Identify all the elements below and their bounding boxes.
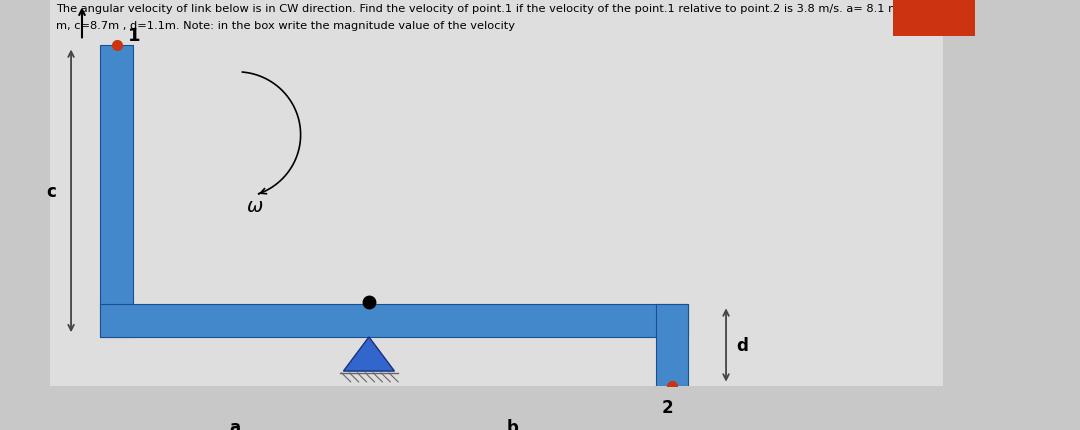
Text: m, c=8.7m , d=1.1m. Note: in the box write the magnitude value of the velocity: m, c=8.7m , d=1.1m. Note: in the box wri… (56, 21, 515, 31)
FancyBboxPatch shape (100, 46, 133, 337)
Text: The angular velocity of link below is in CW direction. Find the velocity of poin: The angular velocity of link below is in… (56, 3, 942, 14)
Text: c: c (46, 182, 56, 200)
Text: $\omega$: $\omega$ (246, 197, 264, 215)
Polygon shape (343, 337, 394, 371)
Text: b: b (507, 418, 518, 430)
FancyBboxPatch shape (656, 304, 688, 387)
Text: a: a (229, 418, 240, 430)
Text: d: d (737, 336, 748, 354)
FancyBboxPatch shape (50, 0, 943, 387)
Text: 1: 1 (127, 27, 140, 45)
FancyBboxPatch shape (893, 1, 975, 37)
Text: 2: 2 (661, 398, 673, 415)
FancyBboxPatch shape (100, 304, 688, 337)
